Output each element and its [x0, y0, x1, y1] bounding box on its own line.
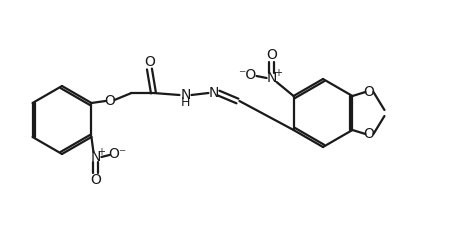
- Text: O: O: [266, 48, 276, 62]
- Text: O: O: [362, 85, 373, 99]
- Text: N: N: [266, 71, 276, 85]
- Text: N: N: [180, 88, 190, 102]
- Text: O⁻: O⁻: [108, 147, 126, 161]
- Text: O: O: [362, 127, 373, 141]
- Text: ⁻O: ⁻O: [238, 68, 256, 82]
- Text: N: N: [90, 150, 101, 164]
- Text: O: O: [104, 94, 115, 108]
- Text: O: O: [90, 173, 101, 187]
- Text: +: +: [273, 68, 281, 78]
- Text: +: +: [97, 147, 105, 157]
- Text: N: N: [208, 86, 218, 100]
- Text: O: O: [144, 55, 155, 69]
- Text: H: H: [180, 96, 190, 109]
